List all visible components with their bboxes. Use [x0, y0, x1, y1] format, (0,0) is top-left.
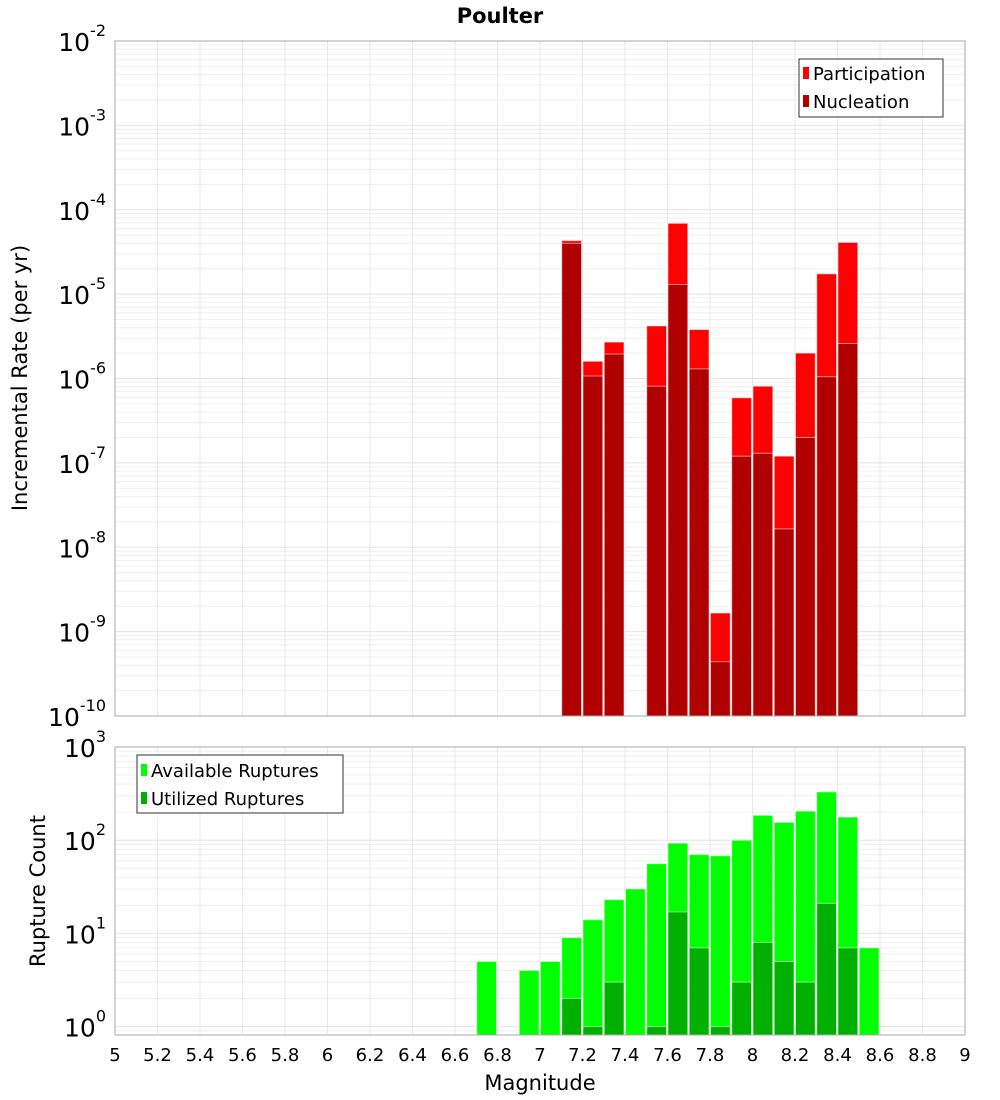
bottom-bar-available-ruptures	[858, 947, 880, 1036]
legend-swatch-available	[141, 764, 147, 776]
x-tick-label: 7.2	[568, 1045, 597, 1066]
bottom-bar-available-ruptures	[646, 863, 667, 1036]
legend-label-participation: Participation	[813, 64, 925, 85]
bottom-bar-utilized-ruptures	[773, 960, 795, 1036]
top-y-tick-label: 10-3	[58, 105, 106, 141]
x-tick-label: 8.4	[823, 1045, 852, 1066]
bottom-y-tick-label: 100	[64, 1007, 106, 1043]
x-axis-label: Magnitude	[484, 1071, 595, 1095]
x-tick-label: 8.2	[781, 1045, 810, 1066]
bottom-bar-utilized-ruptures	[710, 1026, 731, 1036]
top-bar-nucleation	[582, 375, 604, 717]
x-tick-label: 7	[534, 1045, 545, 1066]
x-tick-label: 8.8	[908, 1045, 937, 1066]
bottom-bar-utilized-ruptures	[837, 947, 859, 1036]
bottom-bar-available-ruptures	[710, 855, 731, 1036]
bottom-legend: Available Ruptures Utilized Ruptures	[136, 754, 344, 814]
x-tick-label: 5.6	[228, 1045, 257, 1066]
bottom-bar-available-ruptures	[476, 960, 497, 1036]
top-bar-nucleation	[710, 661, 731, 717]
bottom-bar-utilized-ruptures	[667, 911, 689, 1036]
bottom-bar-available-ruptures	[582, 919, 604, 1036]
x-tick-label: 6	[322, 1045, 333, 1066]
bottom-bar-available-ruptures	[625, 888, 646, 1036]
bottom-bar-utilized-ruptures	[688, 947, 710, 1036]
legend-label-available: Available Ruptures	[151, 761, 319, 782]
top-bar-nucleation	[773, 528, 795, 717]
bottom-bar-utilized-ruptures	[795, 981, 816, 1036]
x-tick-label: 5.2	[143, 1045, 172, 1066]
bottom-bar-utilized-ruptures	[646, 1026, 667, 1036]
top-y-tick-label: 10-2	[58, 21, 106, 57]
x-tick-label: 8	[747, 1045, 758, 1066]
top-y-tick-label: 10-5	[58, 274, 106, 310]
bottom-plot-border	[114, 746, 966, 1036]
top-bar-nucleation	[561, 242, 582, 717]
x-tick-label: 6.2	[356, 1045, 385, 1066]
top-bar-nucleation	[603, 353, 625, 717]
bottom-bar-utilized-ruptures	[582, 1026, 604, 1036]
top-y-tick-label: 10-10	[48, 696, 106, 732]
top-y-tick-label: 10-9	[58, 612, 106, 648]
x-tick-label: 5.4	[186, 1045, 215, 1066]
top-bar-nucleation	[688, 368, 710, 717]
chart-title: Poulter	[457, 4, 544, 28]
x-tick-label: 7.4	[611, 1045, 640, 1066]
top-y-axis-label: Incremental Rate (per yr)	[8, 245, 32, 511]
bottom-y-tick-label: 103	[64, 727, 106, 763]
bottom-y-tick-label: 101	[64, 913, 106, 949]
top-legend: Participation Nucleation	[798, 58, 944, 118]
bottom-bar-utilized-ruptures	[731, 981, 752, 1036]
legend-swatch-utilized	[141, 792, 147, 804]
bottom-y-axis-label: Rupture Count	[26, 815, 50, 967]
top-bar-nucleation	[646, 385, 667, 717]
top-y-tick-label: 10-8	[58, 527, 106, 563]
x-tick-label: 5.8	[271, 1045, 300, 1066]
bottom-bar-utilized-ruptures	[816, 902, 837, 1036]
x-tick-label: 5	[109, 1045, 120, 1066]
bottom-bar-utilized-ruptures	[603, 981, 625, 1036]
legend-swatch-participation	[803, 67, 809, 79]
top-y-tick-label: 10-7	[58, 443, 106, 479]
top-bar-nucleation	[837, 342, 859, 717]
legend-label-nucleation: Nucleation	[813, 92, 909, 113]
top-bar-nucleation	[667, 284, 689, 717]
x-tick-label: 8.6	[866, 1045, 895, 1066]
x-tick-label: 6.8	[483, 1045, 512, 1066]
bottom-y-tick-label: 102	[64, 820, 106, 856]
bottom-bar-utilized-ruptures	[752, 941, 774, 1036]
x-tick-label: 9	[959, 1045, 970, 1066]
x-tick-label: 6.4	[398, 1045, 427, 1066]
top-bar-nucleation	[731, 455, 752, 717]
legend-swatch-nucleation	[803, 95, 809, 107]
top-y-tick-label: 10-6	[58, 359, 106, 395]
x-tick-label: 6.6	[441, 1045, 470, 1066]
top-bar-nucleation	[816, 376, 837, 717]
x-tick-label: 7.8	[696, 1045, 725, 1066]
bottom-bar-utilized-ruptures	[561, 998, 582, 1036]
top-bar-nucleation	[752, 452, 774, 717]
top-y-tick-label: 10-4	[58, 190, 106, 226]
top-plot-border	[114, 40, 966, 717]
legend-label-utilized: Utilized Ruptures	[151, 789, 304, 810]
top-bar-nucleation	[795, 436, 816, 717]
bottom-bar-available-ruptures	[540, 960, 561, 1036]
x-tick-label: 7.6	[653, 1045, 682, 1066]
bottom-bar-available-ruptures	[518, 969, 540, 1036]
